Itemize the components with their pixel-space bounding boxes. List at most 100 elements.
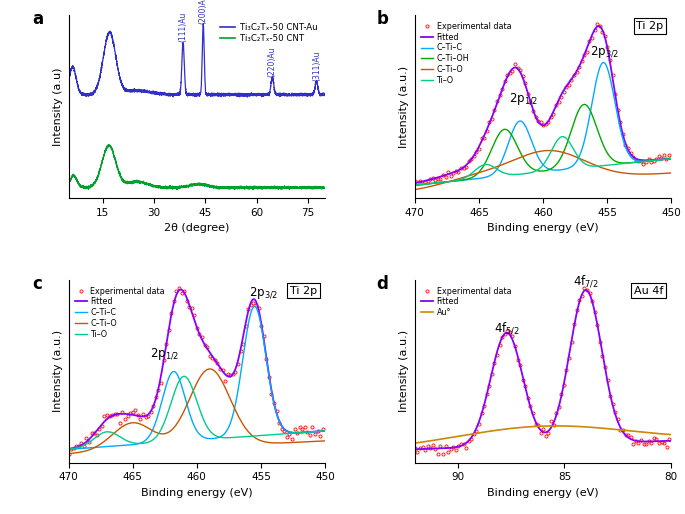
Experimental data	[658, 438, 666, 445]
Line: C–Ti–C: C–Ti–C	[415, 63, 671, 185]
Au°	[662, 431, 670, 437]
Fitted	[566, 78, 575, 84]
Ti–O	[286, 430, 294, 436]
Ti–O	[632, 159, 640, 166]
Legend: Experimental data, Fitted, C–Ti–C, C–Ti–O, Ti–O: Experimental data, Fitted, C–Ti–C, C–Ti–…	[73, 284, 167, 341]
Ti–O	[259, 432, 267, 438]
Experimental data	[411, 445, 419, 451]
Fitted	[560, 87, 568, 93]
Fitted	[411, 446, 419, 452]
Text: b: b	[376, 10, 388, 28]
C–Ti–O	[560, 150, 568, 156]
Experimental data	[665, 152, 673, 158]
Fitted	[632, 156, 640, 162]
Text: Ti 2p: Ti 2p	[290, 286, 317, 296]
Experimental data	[411, 178, 419, 185]
Line: C–Ti–O: C–Ti–O	[68, 369, 325, 454]
Fitted	[667, 155, 675, 161]
C–Ti–O	[545, 148, 553, 154]
C–Ti–OH	[411, 182, 419, 188]
Experimental data	[462, 164, 471, 170]
Fitted	[228, 372, 236, 378]
Ti–O	[180, 373, 188, 379]
Fitted	[563, 361, 571, 368]
C–Ti–C	[228, 415, 236, 421]
Experimental data	[301, 424, 309, 430]
Ti–O	[321, 428, 329, 434]
C–Ti–OH	[606, 153, 614, 159]
C–Ti–C	[606, 73, 614, 79]
Experimental data	[545, 430, 553, 436]
C–Ti–C	[259, 336, 267, 342]
C–Ti–C	[667, 156, 675, 162]
C–Ti–O	[606, 167, 614, 173]
Fitted	[549, 419, 558, 426]
C–Ti–C	[64, 446, 73, 452]
Line: Fitted: Fitted	[415, 26, 671, 183]
Y-axis label: Intensity (a.u.): Intensity (a.u.)	[399, 331, 409, 412]
C–Ti–O	[632, 171, 640, 177]
Text: a: a	[33, 10, 44, 28]
X-axis label: Binding energy (eV): Binding energy (eV)	[141, 488, 253, 498]
Text: 4f$_{5/2}$: 4f$_{5/2}$	[494, 320, 520, 336]
Line: C–Ti–OH: C–Ti–OH	[415, 104, 671, 185]
Text: (111)Au: (111)Au	[179, 11, 188, 42]
C–Ti–OH	[580, 101, 588, 107]
Fitted	[667, 438, 675, 444]
C–Ti–O	[64, 451, 73, 457]
Experimental data	[565, 355, 573, 361]
C–Ti–C	[560, 167, 568, 173]
Text: Au 4f: Au 4f	[634, 286, 664, 296]
Line: C–Ti–O: C–Ti–O	[415, 151, 671, 190]
Legend: Experimental data, Fitted, C–Ti–C, C–Ti–OH, C–Ti–O, Ti–O: Experimental data, Fitted, C–Ti–C, C–Ti–…	[419, 20, 514, 87]
Experimental data	[473, 149, 481, 155]
Line: Au°: Au°	[415, 426, 671, 443]
C–Ti–C	[213, 435, 221, 441]
Experimental data	[64, 451, 73, 457]
Experimental data	[434, 451, 442, 457]
Au°	[411, 440, 419, 446]
Fitted	[662, 438, 670, 444]
C–Ti–O	[259, 438, 267, 445]
Ti–O	[64, 446, 73, 452]
C–Ti–O	[206, 366, 214, 372]
Experimental data	[593, 21, 601, 27]
Fitted	[534, 424, 543, 430]
Text: Ti 2p: Ti 2p	[636, 21, 664, 31]
Line: Experimental data: Experimental data	[413, 22, 671, 185]
C–Ti–C	[566, 164, 575, 170]
C–Ti–O	[566, 152, 575, 158]
Text: (200)Au: (200)Au	[199, 0, 208, 24]
Line: Ti–O: Ti–O	[68, 376, 325, 449]
C–Ti–O	[426, 183, 434, 190]
Experimental data	[198, 334, 206, 340]
C–Ti–O	[575, 155, 583, 161]
Fitted	[214, 361, 222, 367]
Experimental data	[649, 157, 658, 163]
Fitted	[426, 176, 434, 182]
Fitted	[286, 429, 294, 435]
Text: (311)Au: (311)Au	[312, 50, 321, 81]
Au°	[549, 423, 558, 429]
Fitted	[80, 440, 88, 447]
Text: (220)Au: (220)Au	[268, 46, 277, 77]
C–Ti–O	[286, 439, 294, 446]
C–Ti–O	[80, 448, 88, 454]
Ti–O	[228, 434, 236, 440]
C–Ti–O	[411, 187, 419, 193]
Ti–O	[80, 442, 88, 448]
Line: Fitted: Fitted	[415, 290, 671, 449]
Au°	[532, 424, 540, 430]
C–Ti–O	[667, 170, 675, 176]
Line: C–Ti–C: C–Ti–C	[68, 306, 325, 449]
Text: 2p$_{1/2}$: 2p$_{1/2}$	[150, 347, 179, 362]
C–Ti–C	[411, 182, 419, 188]
Experimental data	[175, 285, 183, 291]
Fitted	[177, 286, 185, 292]
Experimental data	[649, 435, 658, 442]
Ti–O	[426, 180, 434, 187]
Fitted	[582, 287, 590, 293]
C–Ti–OH	[667, 156, 675, 162]
Experimental data	[219, 367, 227, 373]
X-axis label: Binding energy (eV): Binding energy (eV)	[487, 488, 599, 498]
